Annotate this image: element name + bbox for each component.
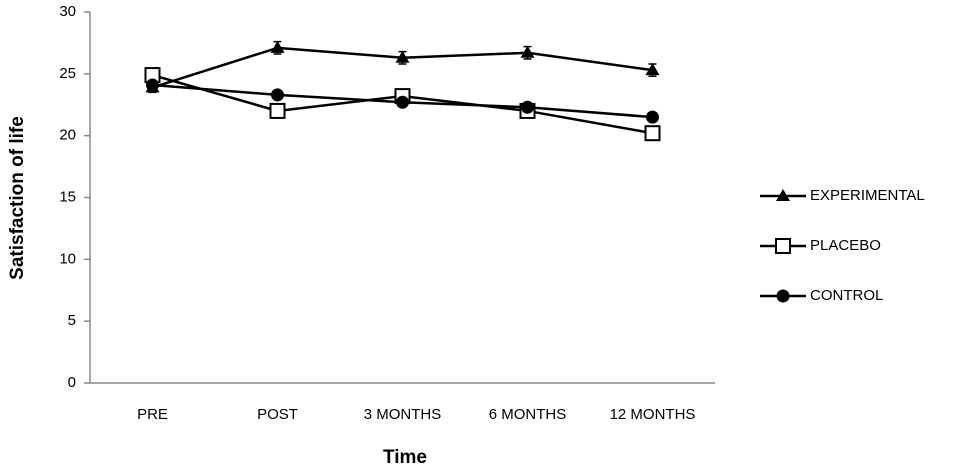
legend-label: EXPERIMENTAL [810,187,925,204]
y-tick-label: 15 [59,188,76,205]
marker [269,102,286,119]
y-tick-label: 25 [59,65,76,82]
y-tick-label: 20 [59,127,76,144]
x-tick-label: 12 MONTHS [610,406,696,423]
marker [521,100,534,114]
y-tick-label: 10 [59,250,76,267]
x-axis-title: Time [383,447,427,468]
marker [271,88,284,102]
y-tick-label: 0 [68,374,76,391]
y-tick-label: 30 [59,3,76,20]
marker [146,78,159,92]
legend-marker [776,289,790,303]
y-tick-label: 5 [68,312,76,329]
marker [644,125,661,142]
legend-marker [775,238,791,254]
marker [520,45,535,58]
legend-label: PLACEBO [810,237,881,254]
marker [396,95,409,109]
marker [645,63,660,76]
legend-label: CONTROL [810,287,883,304]
x-tick-label: 6 MONTHS [489,406,567,423]
marker [270,40,285,53]
x-tick-label: POST [257,406,298,423]
marker [646,110,659,124]
x-tick-label: PRE [137,406,168,423]
y-axis-title: Satisfaction of life [7,116,28,280]
marker [395,50,410,63]
x-tick-label: 3 MONTHS [364,406,442,423]
legend-marker [776,189,790,201]
